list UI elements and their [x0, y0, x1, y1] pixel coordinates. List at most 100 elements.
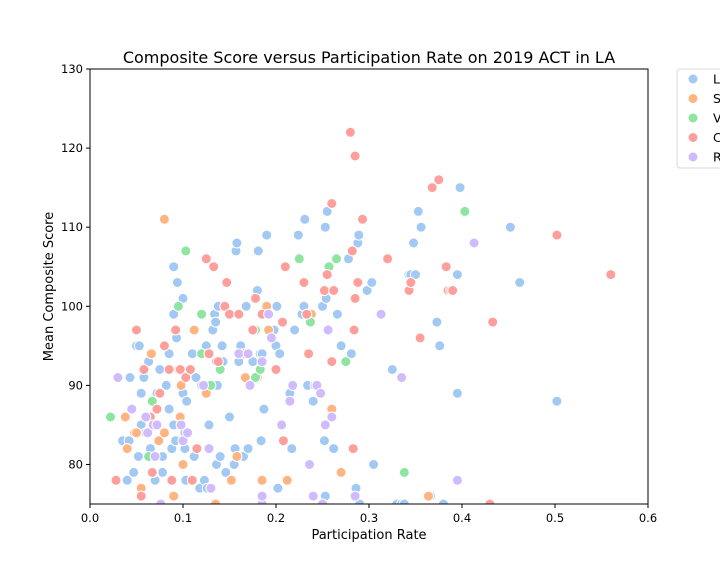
point-r-37: [468, 237, 480, 249]
y-tick-label: 100: [61, 299, 83, 313]
point-r-33: [349, 490, 361, 502]
point-c-47: [349, 150, 361, 162]
point-c-37: [318, 285, 330, 296]
point-v-10: [250, 372, 261, 383]
point-v-3: [172, 300, 184, 312]
point-l-81: [271, 300, 283, 312]
point-l-128: [434, 340, 446, 352]
x-tick-label: 0.6: [639, 511, 657, 525]
point-l-72: [252, 245, 264, 257]
point-r-31: [322, 324, 334, 336]
point-l-57: [220, 466, 232, 478]
legend-label-v: V: [713, 111, 720, 126]
point-l-29: [171, 277, 183, 288]
y-axis: 80 90 100 110 120 130: [61, 62, 90, 471]
point-l-6: [132, 451, 144, 462]
point-l-119: [398, 498, 410, 504]
data-points: [105, 126, 617, 504]
x-axis: 0.0 0.1 0.2 0.3 0.4 0.5 0.6: [81, 504, 657, 525]
point-s-26: [281, 474, 293, 486]
point-s-20: [231, 451, 243, 462]
point-r-5: [149, 451, 161, 462]
point-r-19: [256, 356, 268, 368]
point-c-33: [279, 261, 291, 273]
point-l-103: [328, 443, 340, 455]
point-c-59: [447, 285, 459, 296]
point-s-11: [168, 490, 180, 502]
point-l-125: [415, 221, 427, 233]
point-r-29: [317, 498, 328, 504]
x-tick-label: 0.0: [81, 511, 99, 525]
point-c-21: [212, 356, 224, 368]
point-r-32: [326, 411, 338, 423]
point-v-0: [105, 411, 116, 423]
point-s-16: [188, 324, 200, 336]
point-c-52: [405, 277, 417, 288]
point-l-91: [299, 213, 311, 225]
point-l-134: [514, 277, 526, 288]
point-r-20: [263, 308, 275, 320]
point-l-130: [451, 269, 463, 281]
point-l-94: [307, 395, 319, 407]
point-r-7: [155, 498, 167, 504]
point-c-35: [301, 308, 313, 320]
point-r-1: [126, 403, 138, 415]
point-c-43: [346, 245, 358, 257]
point-r-16: [244, 379, 256, 391]
point-s-19: [225, 474, 237, 486]
point-r-12: [203, 443, 215, 455]
y-tick-label: 130: [61, 62, 83, 76]
point-c-53: [414, 332, 426, 344]
point-l-123: [410, 269, 421, 281]
point-l-55: [216, 340, 228, 352]
point-s-29: [335, 466, 347, 478]
legend-box: [676, 68, 720, 169]
point-c-54: [426, 182, 438, 194]
point-l-83: [274, 348, 286, 360]
point-c-23: [221, 277, 233, 288]
point-c-45: [348, 324, 360, 336]
point-l-8: [135, 387, 147, 399]
point-c-18: [203, 348, 215, 360]
point-s-15: [177, 459, 189, 470]
point-c-55: [433, 174, 445, 186]
point-c-22: [219, 300, 231, 312]
y-tick-label: 80: [68, 457, 83, 471]
point-l-63: [231, 237, 243, 249]
point-l-115: [368, 459, 380, 470]
point-c-6: [151, 403, 163, 415]
x-tick-label: 0.2: [267, 511, 285, 525]
legend-marker-r: [687, 151, 699, 163]
point-v-12: [293, 253, 305, 265]
point-l-1: [121, 474, 133, 486]
point-l-17: [154, 364, 166, 375]
point-s-18: [210, 498, 222, 504]
legend-marker-s: [687, 93, 699, 104]
point-l-88: [292, 229, 304, 241]
point-l-21: [163, 403, 175, 415]
point-c-39: [326, 198, 338, 209]
point-c-19: [208, 261, 220, 273]
point-c-41: [326, 356, 338, 368]
point-l-58: [224, 411, 235, 423]
point-c-8: [158, 340, 170, 352]
point-c-16: [191, 443, 203, 455]
point-l-22: [163, 348, 175, 360]
point-r-28: [315, 387, 327, 399]
point-v-15: [331, 253, 342, 265]
legend-label-c: C: [713, 130, 720, 145]
point-c-32: [277, 435, 289, 447]
point-r-35: [396, 372, 408, 383]
point-r-11: [198, 379, 209, 391]
point-l-98: [318, 435, 330, 447]
point-l-129: [437, 498, 449, 504]
point-l-25: [168, 308, 180, 320]
point-l-4: [128, 466, 140, 478]
point-c-1: [131, 324, 142, 336]
point-s-0: [119, 411, 131, 423]
legend-label-l: L: [713, 72, 720, 87]
point-c-30: [270, 364, 282, 375]
point-s-30: [423, 490, 434, 502]
point-c-48: [352, 277, 364, 288]
point-s-3: [131, 427, 142, 439]
